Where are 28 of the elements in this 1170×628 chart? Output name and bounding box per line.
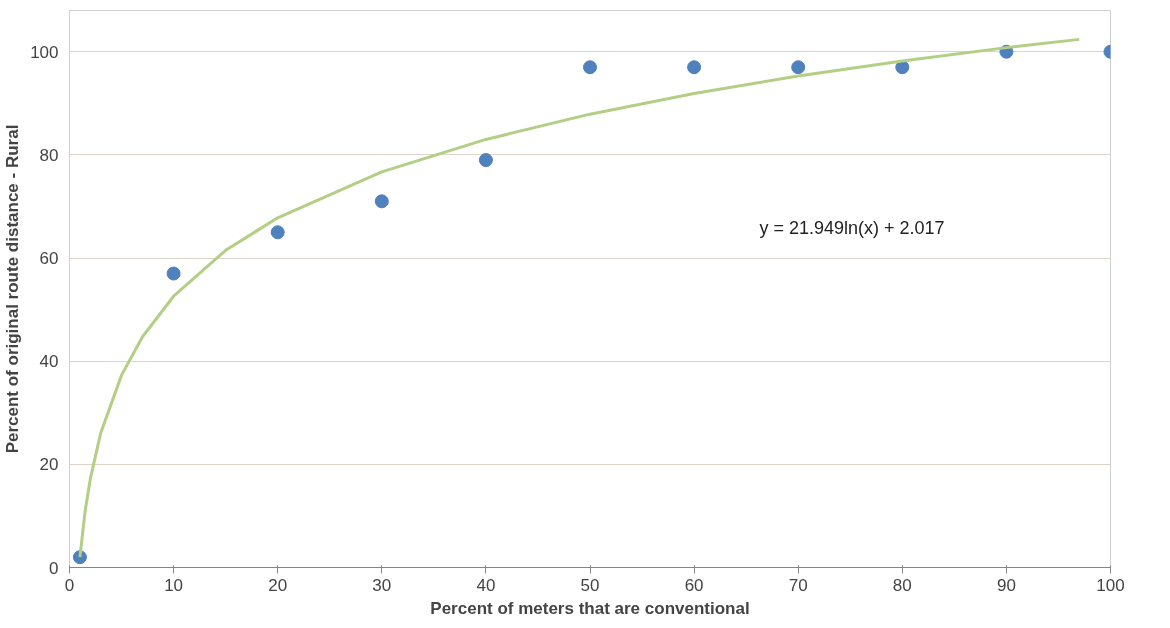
x-tick-label: 90 xyxy=(996,575,1016,595)
point xyxy=(687,60,702,75)
point xyxy=(166,266,181,281)
point xyxy=(374,194,389,209)
point xyxy=(791,60,806,75)
point xyxy=(895,60,910,75)
y-tick-label: 60 xyxy=(39,249,59,269)
x-tick-label: 80 xyxy=(892,575,912,595)
x-tick-label: 0 xyxy=(64,575,75,595)
point xyxy=(583,60,597,75)
y-tick-label: 80 xyxy=(39,145,59,165)
x-axis-title: Percent of meters that are conventional xyxy=(430,598,750,618)
x-tick-label: 70 xyxy=(788,575,808,595)
x-tick-label: 100 xyxy=(1096,575,1125,595)
point xyxy=(270,225,285,240)
y-axis-title: Percent of original route distance - Rural xyxy=(3,124,23,454)
y-tick-label: 0 xyxy=(49,558,59,578)
x-tick-label: 10 xyxy=(164,575,184,595)
x-tick-label: 60 xyxy=(684,575,704,595)
x-tick-label: 20 xyxy=(268,575,288,595)
y-tick-label: 40 xyxy=(39,352,59,372)
y-tick-label: 100 xyxy=(30,42,59,62)
y-tick-label: 20 xyxy=(39,455,59,475)
x-tick-label: 30 xyxy=(372,575,392,595)
point xyxy=(478,153,493,168)
annotation: y = 21.949ln(x) + 2.017 xyxy=(759,217,945,238)
x-tick-label: 50 xyxy=(580,575,600,595)
x-tick-label: 40 xyxy=(476,575,496,595)
